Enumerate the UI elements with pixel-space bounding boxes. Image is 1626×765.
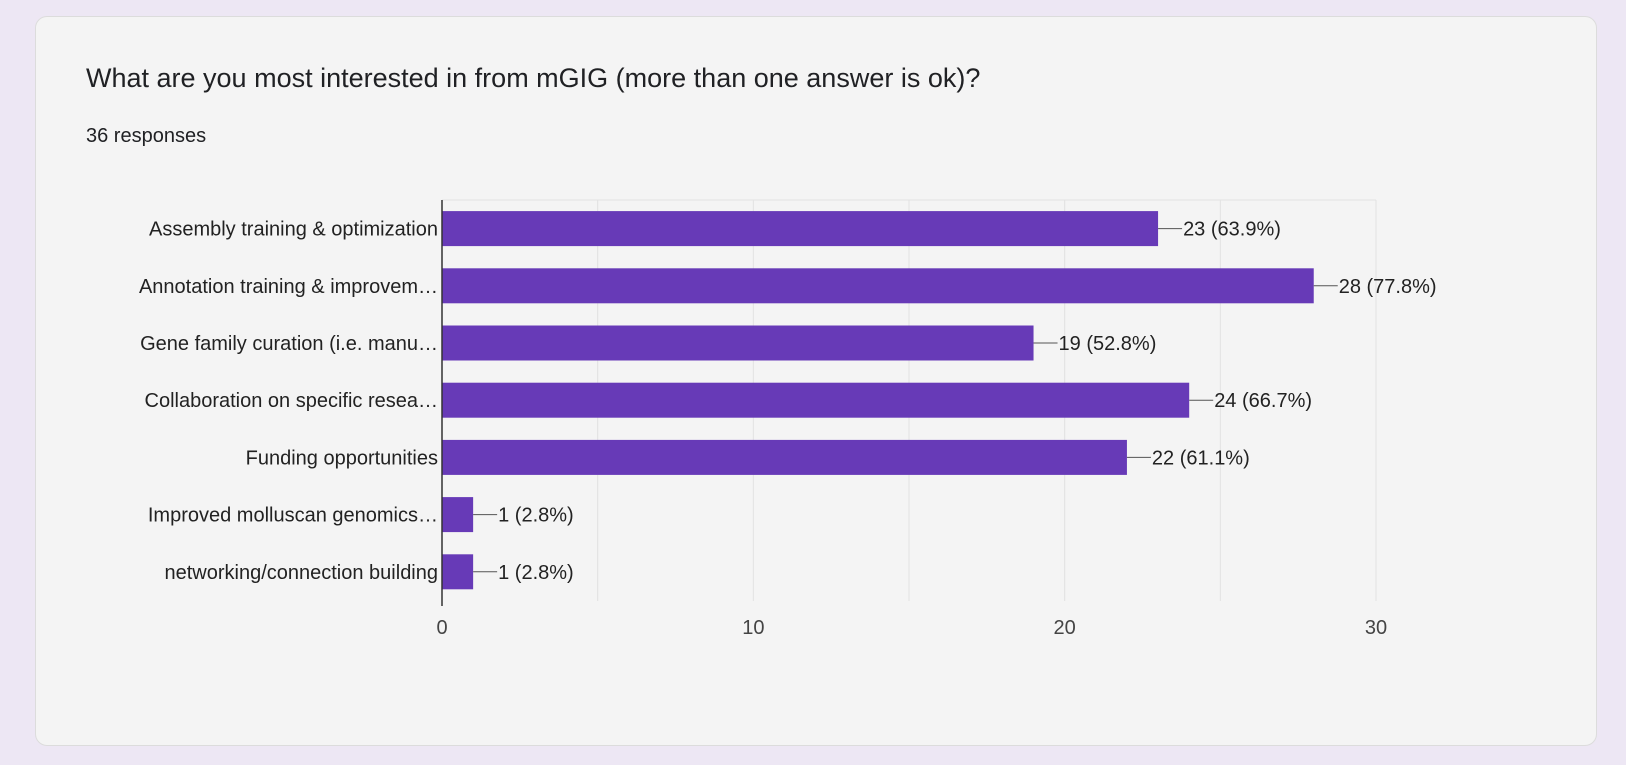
- x-tick-label: 0: [436, 617, 447, 639]
- bar: [442, 382, 1190, 418]
- response-count: 36 responses: [86, 125, 207, 147]
- question-title: What are you most interested in from mGI…: [86, 63, 981, 93]
- category-label: Assembly training & optimization: [149, 219, 438, 241]
- bar: [442, 497, 474, 533]
- bar: [442, 554, 474, 590]
- bar: [442, 211, 1159, 247]
- data-label: 1 (2.8%): [498, 562, 574, 584]
- category-label: networking/connection building: [164, 562, 438, 584]
- data-label: 1 (2.8%): [498, 505, 574, 527]
- x-tick-label: 20: [1054, 617, 1076, 639]
- data-label: 23 (63.9%): [1183, 219, 1281, 241]
- data-label: 19 (52.8%): [1059, 333, 1157, 355]
- bar: [442, 268, 1314, 304]
- bar: [442, 439, 1127, 475]
- x-tick-label: 10: [742, 617, 764, 639]
- question-card: What are you most interested in from mGI…: [35, 16, 1597, 746]
- category-label: Collaboration on specific resea…: [145, 390, 439, 412]
- data-label: 28 (77.8%): [1339, 276, 1437, 298]
- category-label: Annotation training & improvem…: [139, 276, 438, 298]
- category-label: Gene family curation (i.e. manu…: [140, 333, 438, 355]
- category-label: Improved molluscan genomics…: [148, 505, 438, 527]
- x-tick-label: 30: [1365, 617, 1387, 639]
- bar-chart: 23 (63.9%) Assembly training & optimizati…: [139, 199, 1437, 639]
- category-label: Funding opportunities: [246, 447, 438, 469]
- data-label: 24 (66.7%): [1214, 390, 1312, 412]
- bar: [442, 325, 1034, 361]
- data-label: 22 (61.1%): [1152, 447, 1250, 469]
